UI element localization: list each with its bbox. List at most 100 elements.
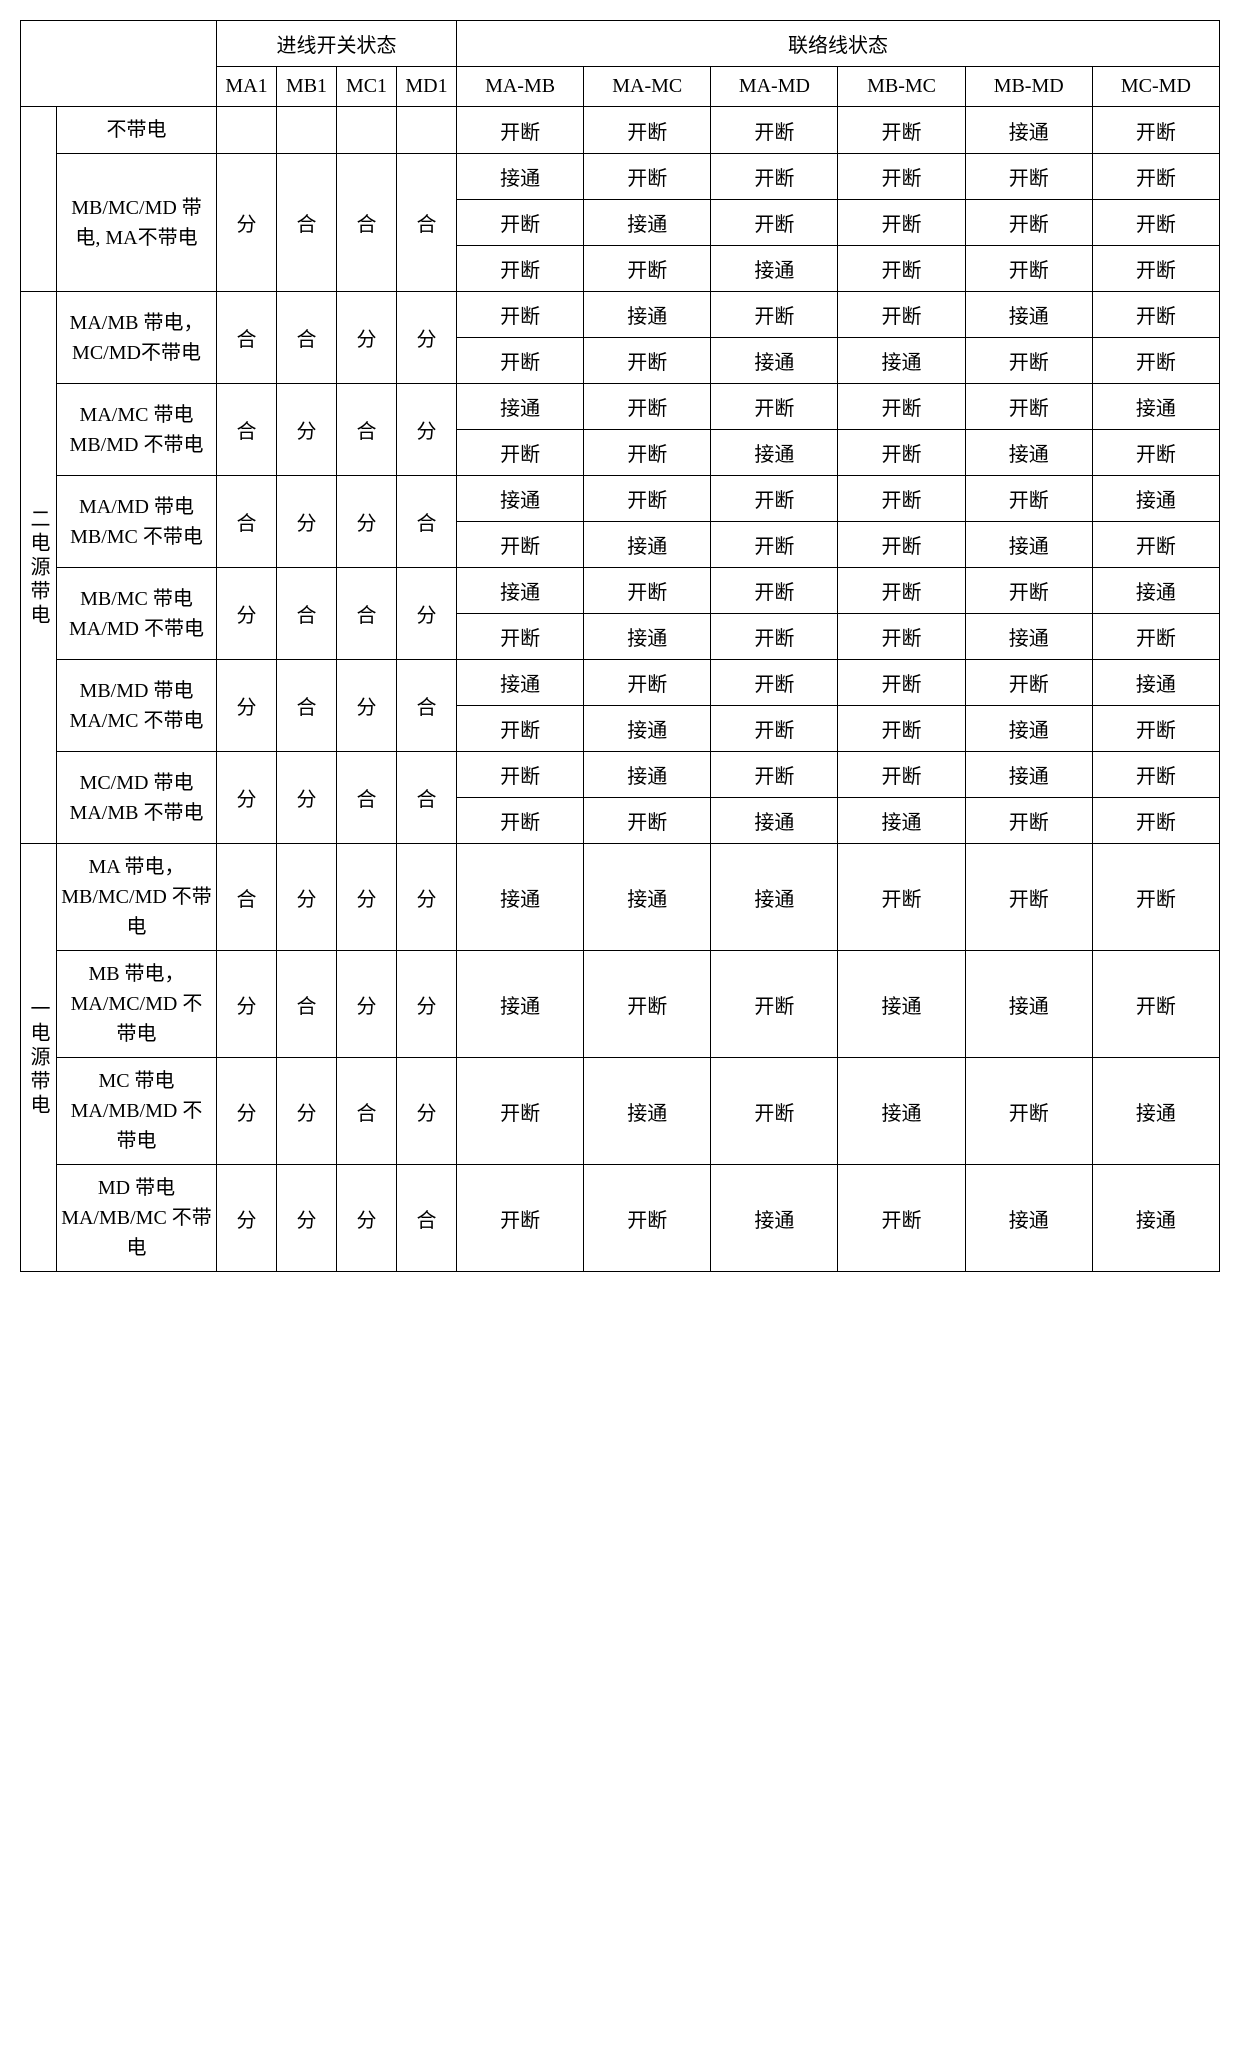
sw-cell: 分 — [397, 844, 457, 951]
tie-cell: 开断 — [838, 614, 965, 660]
tie-cell: 开断 — [457, 107, 584, 154]
condition-cell: MC 带电 MA/MB/MD 不带电 — [57, 1058, 217, 1165]
tie-cell: 开断 — [457, 752, 584, 798]
tie-cell: 开断 — [1092, 200, 1219, 246]
tie-cell: 接通 — [965, 522, 1092, 568]
sw-cell: 分 — [397, 951, 457, 1058]
tie-cell: 接通 — [838, 338, 965, 384]
sw-cell: 分 — [217, 660, 277, 752]
sw-cell — [277, 107, 337, 154]
tie-cell: 开断 — [457, 292, 584, 338]
sw-cell: 分 — [337, 951, 397, 1058]
col-mc1: MC1 — [337, 67, 397, 107]
tie-cell: 开断 — [1092, 246, 1219, 292]
tie-cell: 开断 — [965, 798, 1092, 844]
condition-cell: MB/MC/MD 带电, MA不带电 — [57, 154, 217, 292]
sw-cell: 分 — [277, 476, 337, 568]
tie-cell: 开断 — [965, 568, 1092, 614]
tie-cell: 开断 — [711, 292, 838, 338]
tie-cell: 开断 — [1092, 522, 1219, 568]
sw-cell: 分 — [397, 1058, 457, 1165]
tie-cell: 接通 — [965, 752, 1092, 798]
sw-cell: 合 — [337, 568, 397, 660]
tie-cell: 开断 — [711, 568, 838, 614]
tie-cell: 开断 — [457, 614, 584, 660]
sw-cell: 合 — [277, 292, 337, 384]
tie-cell: 开断 — [584, 798, 711, 844]
sw-cell: 分 — [277, 1165, 337, 1272]
tie-cell: 接通 — [584, 752, 711, 798]
sw-cell: 分 — [337, 292, 397, 384]
tie-cell: 开断 — [1092, 951, 1219, 1058]
tie-cell: 接通 — [584, 706, 711, 752]
condition-cell: MA/MD 带电 MB/MC 不带电 — [57, 476, 217, 568]
sw-cell: 分 — [217, 1165, 277, 1272]
tie-cell: 开断 — [965, 476, 1092, 522]
condition-cell: 不带电 — [57, 107, 217, 154]
sw-cell: 分 — [397, 292, 457, 384]
tie-cell: 开断 — [457, 430, 584, 476]
sw-cell: 合 — [397, 476, 457, 568]
tie-cell: 开断 — [1092, 338, 1219, 384]
col-ma-md: MA-MD — [711, 67, 838, 107]
tie-cell: 接通 — [584, 200, 711, 246]
tie-cell: 开断 — [838, 154, 965, 200]
sw-cell: 分 — [277, 1058, 337, 1165]
col-mb1: MB1 — [277, 67, 337, 107]
tie-cell: 开断 — [457, 1058, 584, 1165]
tie-cell: 开断 — [457, 200, 584, 246]
tie-cell: 开断 — [838, 246, 965, 292]
tie-cell: 接通 — [1092, 1165, 1219, 1272]
tie-cell: 接通 — [1092, 476, 1219, 522]
tie-cell: 接通 — [965, 1165, 1092, 1272]
sw-cell: 合 — [337, 752, 397, 844]
tie-cell: 接通 — [457, 476, 584, 522]
tie-cell: 开断 — [711, 706, 838, 752]
tie-cell: 开断 — [711, 200, 838, 246]
table-row: MC 带电 MA/MB/MD 不带电 分 分 合 分 开断 接通 开断 接通 开… — [21, 1058, 1220, 1165]
condition-cell: MB 带电，MA/MC/MD 不带电 — [57, 951, 217, 1058]
sw-cell: 合 — [397, 752, 457, 844]
tie-cell: 开断 — [457, 706, 584, 752]
tie-cell: 接通 — [457, 154, 584, 200]
condition-cell: MD 带电 MA/MB/MC 不带电 — [57, 1165, 217, 1272]
tie-cell: 开断 — [584, 154, 711, 200]
tie-cell: 开断 — [457, 338, 584, 384]
tie-cell: 开断 — [965, 1058, 1092, 1165]
tie-cell: 接通 — [711, 246, 838, 292]
table-row: MB/MC/MD 带电, MA不带电 分 合 合 合 接通 开断 开断 开断 开… — [21, 154, 1220, 200]
tie-cell: 开断 — [711, 384, 838, 430]
sw-cell: 合 — [217, 476, 277, 568]
tie-cell: 开断 — [584, 660, 711, 706]
table-row: MD 带电 MA/MB/MC 不带电 分 分 分 合 开断 开断 接通 开断 接… — [21, 1165, 1220, 1272]
tie-cell: 开断 — [838, 1165, 965, 1272]
tie-cell: 开断 — [838, 568, 965, 614]
tie-cell: 接通 — [1092, 384, 1219, 430]
tie-cell: 开断 — [1092, 430, 1219, 476]
tie-cell: 接通 — [965, 430, 1092, 476]
sw-cell: 分 — [337, 844, 397, 951]
tie-cell: 接通 — [1092, 568, 1219, 614]
tie-cell: 开断 — [1092, 752, 1219, 798]
tie-cell: 开断 — [457, 522, 584, 568]
col-md1: MD1 — [397, 67, 457, 107]
tie-cell: 开断 — [584, 568, 711, 614]
tie-cell: 开断 — [838, 844, 965, 951]
sw-cell: 分 — [397, 568, 457, 660]
tie-cell: 开断 — [711, 476, 838, 522]
tie-cell: 开断 — [711, 660, 838, 706]
tie-cell: 接通 — [965, 107, 1092, 154]
tie-cell: 接通 — [457, 660, 584, 706]
tie-cell: 接通 — [838, 1058, 965, 1165]
group-label-one: 一电源带电 — [21, 844, 57, 1272]
tie-cell: 开断 — [711, 1058, 838, 1165]
tie-cell: 开断 — [711, 154, 838, 200]
condition-cell: MA 带电，MB/MC/MD 不带电 — [57, 844, 217, 951]
sw-cell: 分 — [217, 752, 277, 844]
table-row: MB/MD 带电 MA/MC 不带电 分 合 分 合 接通 开断 开断 开断 开… — [21, 660, 1220, 706]
tie-cell: 接通 — [711, 430, 838, 476]
tie-cell: 接通 — [965, 706, 1092, 752]
col-ma1: MA1 — [217, 67, 277, 107]
condition-cell: MC/MD 带电 MA/MB 不带电 — [57, 752, 217, 844]
tie-cell: 开断 — [584, 476, 711, 522]
